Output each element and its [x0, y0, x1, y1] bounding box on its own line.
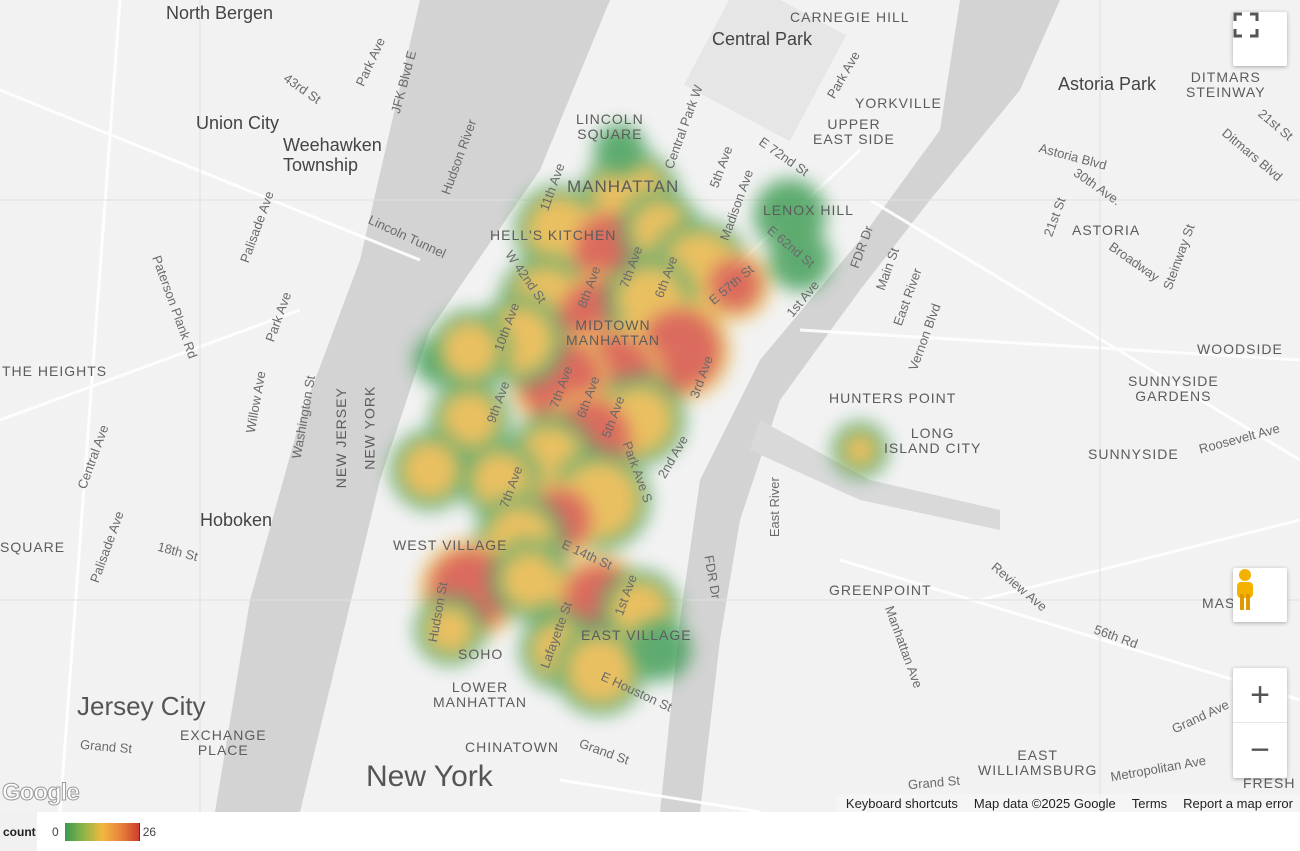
- map-label: YORKVILLE: [855, 95, 942, 111]
- map-label: Union City: [196, 113, 280, 133]
- map-label: Hoboken: [200, 510, 273, 530]
- map-data-text: Map data ©2025 Google: [973, 795, 1116, 811]
- report-error-link[interactable]: Report a map error: [1183, 795, 1293, 811]
- street-view-icon: [1237, 569, 1253, 610]
- heatmap-blob: [425, 605, 475, 655]
- keyboard-shortcuts-link[interactable]: Keyboard shortcuts: [845, 795, 958, 811]
- map-label: THE HEIGHTS: [2, 363, 108, 379]
- map-label: EAST VILLAGE: [581, 627, 692, 643]
- map-label: SOHO: [458, 646, 504, 662]
- map-label: Jersey City: [77, 691, 206, 721]
- map-label: MIDTOWN MANHATTAN: [566, 317, 661, 349]
- map-label: HELL'S KITCHEN: [490, 227, 617, 243]
- map-label: GREENPOINT: [829, 582, 932, 598]
- central-park: [683, 0, 847, 142]
- map-label: North Bergen: [166, 3, 274, 23]
- fullscreen-icon: [1233, 12, 1259, 38]
- zoom-in-button[interactable]: +: [1233, 669, 1287, 723]
- map-label: Central Park: [712, 29, 813, 49]
- map-label: LONG ISLAND CITY: [884, 425, 982, 457]
- map-label: LOWER MANHATTAN: [433, 679, 528, 711]
- heatmap-blob: [440, 390, 500, 450]
- heatmap-blob: [400, 440, 460, 500]
- heatmap-blob: [470, 450, 530, 510]
- map-label: DITMARS STEINWAY: [1186, 69, 1266, 101]
- google-logo[interactable]: Google: [2, 779, 81, 807]
- heatmap-blob: [710, 260, 760, 310]
- map-canvas[interactable]: North Bergen Union City Weehawken Township…: [0, 0, 1300, 812]
- heatmap-blob: [775, 235, 825, 285]
- map-label: LENOX HILL: [763, 202, 854, 218]
- heatmap-legend: count 0 26: [0, 812, 1300, 851]
- map-label: MANHATTAN: [567, 177, 680, 196]
- map-label: SQUARE: [0, 539, 66, 555]
- heatmap-blob: [635, 625, 685, 675]
- street-view-pegman[interactable]: [1233, 568, 1287, 622]
- legend-min: 0: [52, 824, 59, 839]
- east-river: [660, 0, 1060, 812]
- map-label: MAS: [1202, 595, 1236, 611]
- heatmap-blob: [440, 320, 500, 380]
- map-label: EXCHANGE PLACE: [180, 727, 267, 759]
- heatmap-blob: [760, 185, 820, 245]
- map-label: FRESH: [1243, 775, 1296, 791]
- legend-title: count: [0, 812, 37, 851]
- map-label: New York: [366, 760, 493, 793]
- map-label: SUNNYSIDE: [1088, 446, 1179, 462]
- map-label: NEW YORK: [361, 385, 378, 470]
- map-label: WOODSIDE: [1197, 341, 1283, 357]
- heatmap-blob: [842, 432, 878, 468]
- newtown-creek: [750, 420, 1000, 530]
- map-label: ASTORIA: [1072, 222, 1141, 238]
- map-base: [0, 0, 1300, 812]
- map-label: CARNEGIE HILL: [790, 9, 910, 25]
- map-label: SUNNYSIDE GARDENS: [1128, 373, 1219, 405]
- map-label: EAST WILLIAMSBURG: [978, 747, 1098, 779]
- heatmap-blob: [600, 130, 640, 170]
- map-label: CHINATOWN: [465, 739, 560, 755]
- heatmap-blob: [565, 635, 635, 705]
- fullscreen-button[interactable]: [1233, 12, 1287, 66]
- map-label: East River: [766, 477, 782, 538]
- terms-link[interactable]: Terms: [1131, 795, 1168, 811]
- map-label: NEW JERSEY: [332, 387, 349, 489]
- legend-max: 26: [142, 824, 157, 839]
- hudson-river: [215, 0, 610, 812]
- legend-gradient: [64, 822, 140, 841]
- map-label: LINCOLN SQUARE: [576, 111, 644, 143]
- map-label: UPPER EAST SIDE: [813, 116, 895, 148]
- map-label: HUNTERS POINT: [829, 390, 957, 406]
- heatmap-layer: [400, 130, 878, 705]
- map-label: Astoria Park: [1058, 74, 1157, 94]
- heatmap-blob: [500, 550, 560, 610]
- attribution-bar: Keyboard shortcuts Map data ©2025 Google…: [835, 794, 1300, 812]
- zoom-out-button[interactable]: −: [1250, 730, 1270, 769]
- zoom-controls: + −: [1233, 668, 1287, 778]
- map-label: WEST VILLAGE: [393, 537, 508, 553]
- map-label: Weehawken Township: [283, 135, 382, 175]
